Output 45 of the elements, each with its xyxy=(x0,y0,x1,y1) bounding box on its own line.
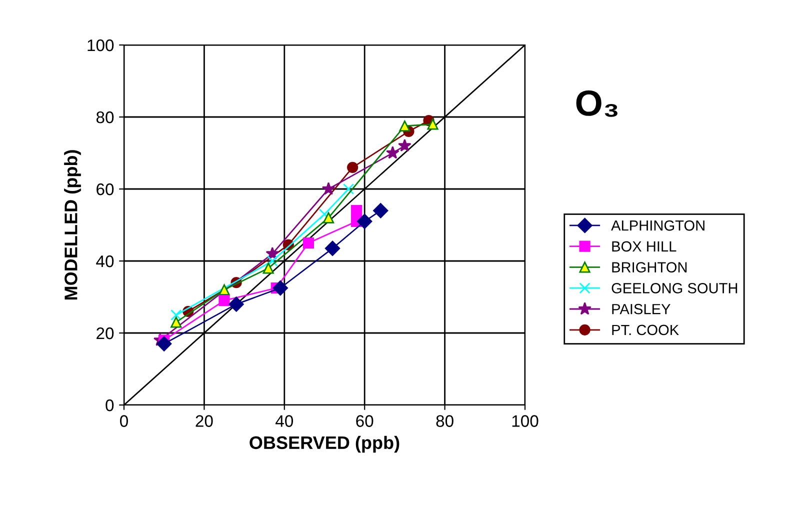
point xyxy=(398,138,412,152)
point xyxy=(322,182,336,195)
legend-label: BOX HILL xyxy=(612,241,676,252)
x-tick-label: 80 xyxy=(436,415,454,427)
legend-label: PT. COOK xyxy=(612,324,679,336)
point xyxy=(266,255,278,267)
point xyxy=(343,183,354,195)
legend-label: PAISLEY xyxy=(612,304,670,314)
y-tick-label: 20 xyxy=(96,327,114,340)
point xyxy=(156,336,172,352)
x-tick-label: 20 xyxy=(196,415,213,427)
x-tick-label: 100 xyxy=(512,415,538,427)
point xyxy=(357,214,372,229)
point xyxy=(272,280,288,296)
point xyxy=(218,295,230,306)
legend-label: ALPHINGTON xyxy=(611,220,704,231)
y-tick-label: 100 xyxy=(88,39,114,52)
text: O₃ xyxy=(576,90,618,117)
y-tick-label: 40 xyxy=(96,255,114,268)
y-tick-label: 0 xyxy=(106,399,114,412)
x-axis-title: OBSERVED (ppb) xyxy=(250,436,400,453)
x-tick-label: 0 xyxy=(120,415,128,427)
point xyxy=(228,296,244,312)
y-tick-label: 80 xyxy=(96,111,114,124)
legend-label: BRIGHTON xyxy=(612,262,687,272)
point xyxy=(347,162,358,173)
point xyxy=(373,203,388,218)
point xyxy=(170,316,182,328)
point xyxy=(322,212,334,224)
point xyxy=(399,120,410,132)
point xyxy=(218,284,230,296)
point xyxy=(170,309,182,321)
point xyxy=(427,118,438,130)
point xyxy=(262,262,274,274)
point xyxy=(266,246,280,260)
point xyxy=(324,240,340,256)
x-tick-label: 60 xyxy=(356,415,374,427)
point xyxy=(302,237,314,249)
legend-label: GEELONG SOUTH xyxy=(612,283,738,294)
y-tick-label: 60 xyxy=(96,183,114,196)
point xyxy=(386,146,400,159)
x-tick-label: 40 xyxy=(276,415,294,427)
point xyxy=(351,205,362,216)
point xyxy=(318,208,330,220)
y-axis-title: MODELLED (ppb) xyxy=(64,150,81,300)
